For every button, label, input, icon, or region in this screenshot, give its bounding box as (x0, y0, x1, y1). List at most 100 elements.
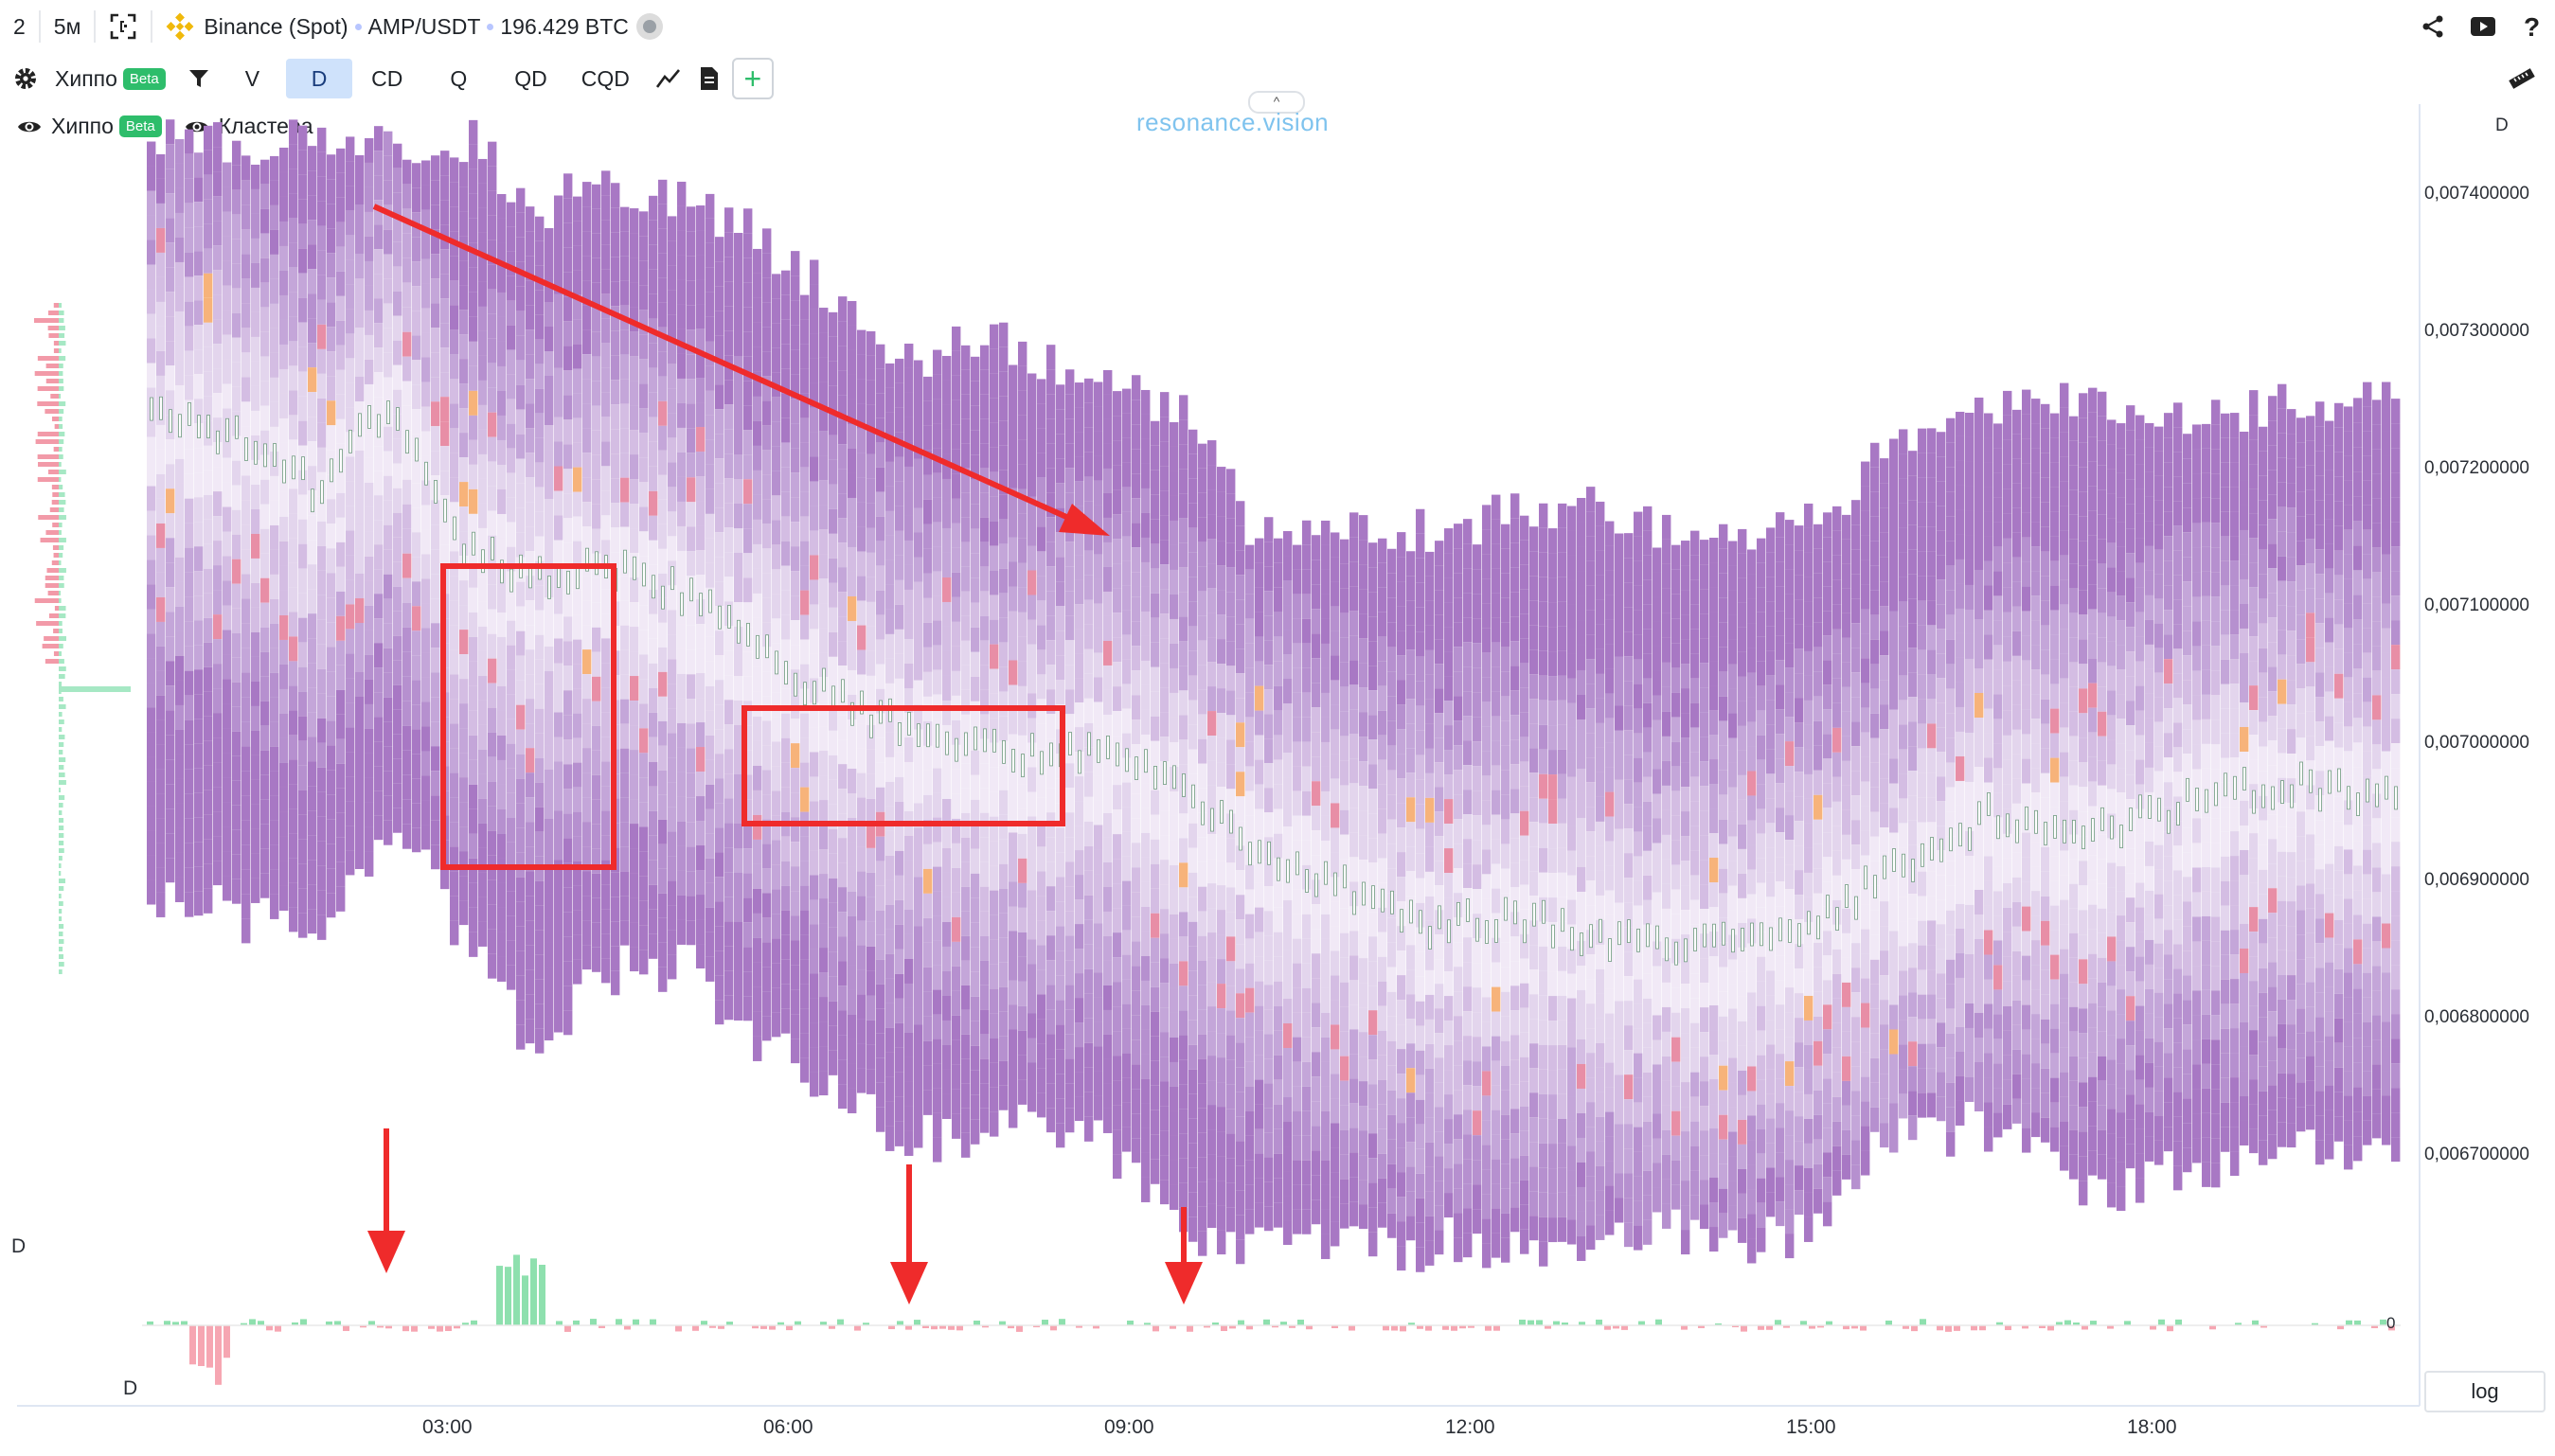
heatmap-column (1454, 524, 1463, 1263)
heatmap-column (147, 141, 156, 905)
heatmap-cell (355, 671, 365, 697)
heatmap-cell (857, 969, 867, 995)
heatmap-cell (421, 603, 431, 629)
heatmap-cell (630, 479, 639, 505)
settings-button[interactable] (0, 59, 51, 98)
heatmap-cell (1037, 428, 1046, 453)
heatmap-cell (298, 888, 308, 914)
heatmap-cell (450, 576, 459, 601)
line-chart-button[interactable] (643, 59, 694, 98)
heatmap-cell (554, 737, 563, 762)
heatmap-cell (1198, 935, 1207, 961)
heatmap-cell (696, 722, 706, 748)
profile-bar (59, 379, 63, 383)
heatmap-cell (535, 536, 545, 561)
collapse-toolbar-button[interactable]: ^ (1248, 91, 1305, 114)
video-icon[interactable] (2470, 15, 2496, 38)
mode-v-button[interactable]: V (232, 59, 273, 98)
heatmap-cell (1027, 570, 1037, 595)
heatmap-cell (1122, 1053, 1132, 1078)
heatmap-cell (848, 448, 857, 473)
heatmap-cell (308, 244, 317, 270)
heatmap-cell (279, 368, 289, 394)
mode-d-button[interactable]: D (286, 59, 353, 98)
heatmap-cell (421, 529, 431, 555)
heatmap-cell (270, 155, 279, 181)
candle (348, 429, 352, 453)
heatmap-cell (1207, 1006, 1217, 1032)
heatmap-cell (933, 792, 942, 818)
heatmap-cell (961, 985, 971, 1010)
heatmap-cell (715, 950, 724, 976)
fullscreen-button[interactable] (96, 0, 151, 53)
heatmap-cell (507, 522, 516, 547)
heatmap-cell (1349, 758, 1359, 784)
heatmap-cell (260, 381, 270, 406)
ruler-button[interactable] (2494, 59, 2549, 98)
heatmap-cell (1217, 811, 1226, 837)
add-indicator-button[interactable]: + (731, 58, 774, 99)
heatmap-cell (1198, 517, 1207, 542)
heatmap-cell (260, 799, 270, 825)
document-button[interactable] (694, 59, 724, 98)
heatmap-column (942, 355, 952, 1119)
indicator-button[interactable]: Хиппо Beta (51, 59, 179, 98)
heatmap-cell (450, 846, 459, 872)
heatmap-cell (1170, 446, 1179, 471)
heatmap-cell (1473, 717, 1482, 742)
heatmap-cell (658, 770, 668, 795)
heatmap-cell (374, 347, 384, 373)
heatmap-cell (166, 292, 175, 317)
heatmap-cell (563, 862, 573, 888)
heatmap-cell (753, 814, 762, 840)
heatmap-cell (1160, 466, 1170, 491)
heatmap-cell (232, 386, 241, 412)
heatmap-cell (1151, 568, 1160, 594)
heatmap-cell (1321, 987, 1331, 1013)
heatmap-cell (753, 593, 762, 618)
share-icon[interactable] (2421, 14, 2445, 39)
heatmap-cell (1103, 566, 1113, 592)
heatmap-cell (289, 735, 298, 760)
heatmap-cell (279, 836, 289, 861)
heatmap-cell (857, 625, 867, 650)
heatmap-cell (1037, 576, 1046, 601)
heatmap-cell (990, 644, 999, 669)
mode-cd-button[interactable]: CD (358, 59, 416, 98)
candle (1144, 749, 1148, 773)
layout-count-button[interactable]: 2 (0, 0, 39, 53)
eye-icon[interactable] (185, 118, 209, 135)
mode-q-button[interactable]: Q (437, 59, 480, 98)
heatmap-cell (1293, 889, 1302, 914)
heatmap-cell (1207, 514, 1217, 540)
symbol-selector[interactable]: Binance (Spot) AMP/USDT 196.429 BTC (152, 0, 676, 53)
heatmap-cell (781, 491, 791, 517)
heatmap-cell (1378, 981, 1387, 1006)
heatmap-cell (545, 450, 554, 475)
candle (1078, 750, 1081, 774)
heatmap-cell (980, 542, 990, 567)
heatmap-cell (781, 368, 791, 394)
heatmap-cell (1425, 896, 1435, 921)
heatmap-cell (431, 204, 440, 230)
heatmap-column (374, 126, 384, 841)
heatmap-cell (279, 787, 289, 812)
eye-icon[interactable] (17, 118, 42, 135)
heatmap-cell (289, 316, 298, 342)
candle (235, 415, 239, 439)
heatmap-cell (1113, 1080, 1122, 1106)
mode-qd-button[interactable]: QD (501, 59, 561, 98)
heatmap-cell (535, 979, 545, 1004)
mode-cqd-button[interactable]: CQD (568, 59, 643, 98)
help-icon[interactable]: ? (2521, 13, 2542, 40)
heatmap-cell (327, 204, 336, 229)
heatmap-cell (668, 265, 677, 291)
heatmap-cell (1387, 573, 1397, 598)
heatmap-cell (289, 341, 298, 366)
heatmap-cell (933, 915, 942, 941)
heatmap-cell (639, 260, 649, 286)
timeframe-button[interactable]: 5м (41, 0, 95, 53)
legend-item-hippo[interactable]: Хиппо (51, 114, 114, 138)
filter-button[interactable] (179, 59, 219, 98)
